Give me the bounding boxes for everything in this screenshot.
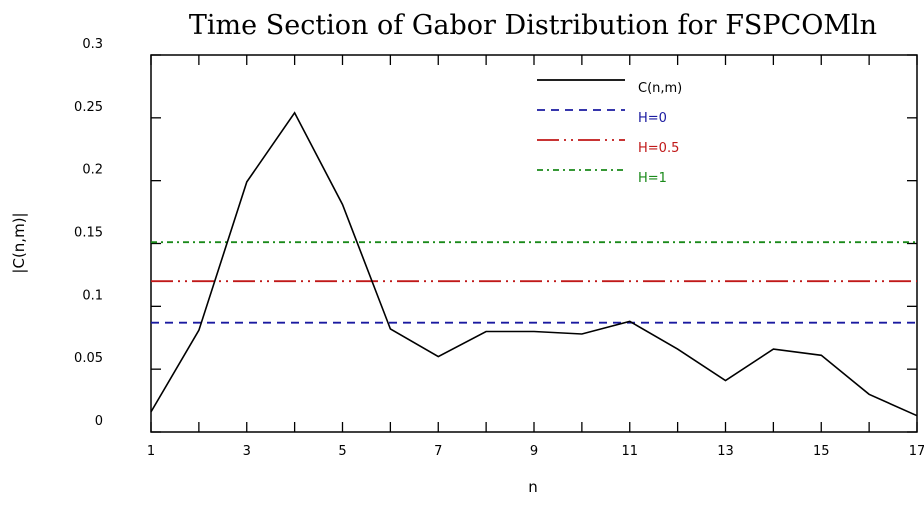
- y-tick-label: 0.25: [74, 100, 103, 115]
- legend-label: H=0.5: [638, 141, 679, 156]
- y-tick-label: 0.2: [82, 163, 103, 178]
- legend-label: H=1: [638, 171, 667, 186]
- legend: C(n,m) H=0 H=0.5 H=1: [537, 79, 682, 186]
- plot-frame: [150, 54, 918, 433]
- chart-title: Time Section of Gabor Distribution for F…: [189, 10, 877, 41]
- series-group: [150, 111, 918, 417]
- y-tick-label: 0.1: [82, 288, 103, 303]
- x-tick-label: 13: [717, 444, 734, 459]
- x-tick-label: 7: [434, 444, 442, 459]
- x-tick-label: 3: [243, 444, 251, 459]
- y-tick-label: 0.05: [74, 351, 103, 366]
- x-axis-label: n: [528, 478, 538, 496]
- x-tick-label: 5: [338, 444, 346, 459]
- x-tick-label: 11: [621, 444, 638, 459]
- reference-lines: [151, 241, 917, 324]
- x-tick-label: 9: [530, 444, 538, 459]
- x-tick-label: 15: [813, 444, 830, 459]
- legend-label: C(n,m): [638, 81, 682, 96]
- y-tick-label: 0.3: [82, 37, 103, 52]
- y-axis-label: |C(n,m)|: [10, 212, 28, 273]
- legend-label: H=0: [638, 111, 667, 126]
- x-tick-label: 1: [147, 444, 155, 459]
- y-tick-label: 0: [95, 414, 103, 429]
- y-tick-label: 0.15: [74, 226, 103, 241]
- x-tick-label: 17: [909, 444, 924, 459]
- series-line: [150, 111, 918, 417]
